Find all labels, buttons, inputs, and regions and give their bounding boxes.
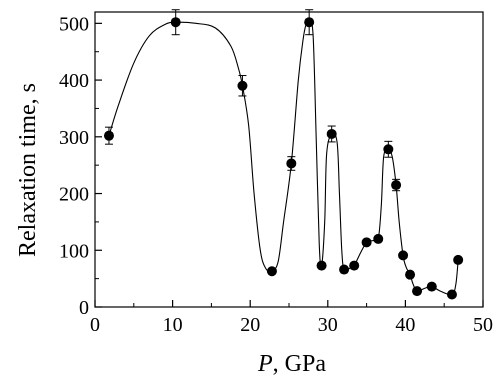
fit-curve [108,20,459,296]
data-point [361,237,372,248]
data-point [391,180,402,191]
x-tick-label: 40 [395,314,415,336]
data-point [316,260,327,271]
x-axis-ticks: 0 10 20 30 40 50 [90,300,493,336]
data-point [446,289,457,300]
y-tick-label: 400 [59,70,89,92]
data-point [170,17,181,28]
data-point [412,286,423,297]
y-tick-label: 300 [59,127,89,149]
y-tick-label: 0 [79,297,89,319]
data-point [349,260,360,271]
y-axis-label: Relaxation time, s [15,83,41,257]
x-tick-label: 10 [163,314,183,336]
data-point [373,233,384,244]
error-bars [104,9,401,192]
data-point [266,266,277,277]
x-axis-unit: , GPa [273,351,327,377]
x-tick-label: 50 [473,314,493,336]
data-point [453,254,464,265]
data-point [339,264,350,275]
data-point [383,144,394,155]
x-tick-label: 0 [90,314,100,336]
data-point [398,250,409,261]
x-axis-variable: P [257,351,273,377]
y-tick-label: 100 [59,240,89,262]
data-point [405,269,416,280]
x-axis-label: P, GPa [257,351,326,377]
y-tick-label: 500 [59,13,89,35]
x-tick-label: 20 [240,314,260,336]
y-axis-ticks: 0 100 200 300 400 500 [59,13,102,319]
data-point [304,17,315,28]
fit-curve-line [108,20,459,296]
data-point [237,80,248,91]
data-point [426,281,437,292]
data-point [103,130,114,141]
y-tick-label: 200 [59,184,89,206]
data-point [326,128,337,139]
x-tick-label: 30 [318,314,338,336]
data-point [286,158,297,169]
data-points [103,17,464,300]
